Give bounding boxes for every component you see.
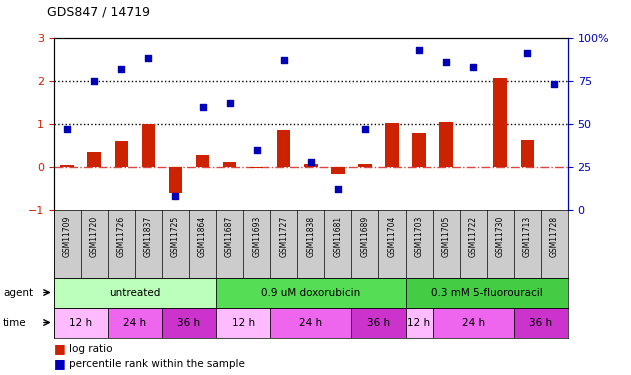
Text: GSM11730: GSM11730: [496, 215, 505, 257]
Bar: [433, 308, 514, 338]
Bar: [141, 124, 155, 167]
Text: 24 h: 24 h: [462, 318, 485, 327]
Text: untreated: untreated: [109, 288, 160, 297]
Point: [252, 147, 262, 153]
Text: GSM11704: GSM11704: [387, 215, 396, 257]
Bar: [439, 123, 453, 167]
Text: 0.3 mM 5-fluorouracil: 0.3 mM 5-fluorouracil: [431, 288, 543, 297]
Text: GSM11681: GSM11681: [333, 215, 343, 256]
Point: [550, 81, 560, 87]
Text: 24 h: 24 h: [123, 318, 146, 327]
Text: 36 h: 36 h: [529, 318, 552, 327]
Text: 24 h: 24 h: [299, 318, 322, 327]
Bar: [88, 152, 101, 167]
Text: GSM11687: GSM11687: [225, 215, 234, 256]
Text: 12 h: 12 h: [69, 318, 92, 327]
Text: 36 h: 36 h: [177, 318, 201, 327]
Text: GSM11838: GSM11838: [306, 215, 316, 256]
Bar: [331, 167, 345, 174]
Text: log ratio: log ratio: [69, 344, 113, 354]
Text: 0.9 uM doxorubicin: 0.9 uM doxorubicin: [261, 288, 360, 297]
Point: [522, 50, 533, 56]
Point: [89, 78, 99, 84]
Text: GSM11709: GSM11709: [62, 215, 72, 257]
Bar: [223, 162, 237, 167]
Text: GSM11720: GSM11720: [90, 215, 98, 256]
Point: [198, 104, 208, 110]
Point: [333, 186, 343, 192]
Bar: [115, 141, 128, 167]
Point: [441, 58, 451, 64]
Text: agent: agent: [3, 288, 33, 297]
Text: GSM11725: GSM11725: [171, 215, 180, 256]
Text: GSM11728: GSM11728: [550, 215, 559, 256]
Point: [170, 193, 180, 199]
Bar: [54, 278, 216, 308]
Text: 12 h: 12 h: [232, 318, 255, 327]
Text: time: time: [3, 318, 27, 327]
Bar: [54, 308, 108, 338]
Point: [116, 66, 126, 72]
Bar: [250, 167, 263, 168]
Bar: [521, 140, 534, 167]
Text: GSM11727: GSM11727: [279, 215, 288, 256]
Text: GDS847 / 14719: GDS847 / 14719: [47, 6, 150, 19]
Point: [62, 126, 72, 132]
Bar: [196, 155, 209, 167]
Bar: [514, 308, 568, 338]
Bar: [168, 167, 182, 193]
Text: GSM11722: GSM11722: [469, 215, 478, 256]
Text: GSM11703: GSM11703: [415, 215, 423, 257]
Bar: [493, 78, 507, 167]
Point: [360, 126, 370, 132]
Point: [468, 64, 478, 70]
Point: [414, 46, 424, 53]
Point: [305, 159, 316, 165]
Bar: [162, 308, 216, 338]
Text: 36 h: 36 h: [367, 318, 390, 327]
Point: [279, 57, 289, 63]
Bar: [108, 308, 162, 338]
Text: GSM11864: GSM11864: [198, 215, 207, 256]
Bar: [277, 130, 290, 167]
Text: percentile rank within the sample: percentile rank within the sample: [69, 359, 245, 369]
Text: ■: ■: [54, 342, 66, 355]
Bar: [412, 133, 426, 167]
Bar: [270, 308, 351, 338]
Bar: [351, 308, 406, 338]
Bar: [358, 164, 372, 167]
Text: GSM11693: GSM11693: [252, 215, 261, 257]
Bar: [385, 123, 399, 167]
Text: GSM11726: GSM11726: [117, 215, 126, 256]
Text: GSM11837: GSM11837: [144, 215, 153, 256]
Text: GSM11689: GSM11689: [360, 215, 369, 256]
Text: GSM11713: GSM11713: [523, 215, 532, 256]
Text: ■: ■: [54, 357, 66, 370]
Bar: [304, 164, 317, 167]
Bar: [61, 165, 74, 167]
Bar: [406, 308, 433, 338]
Bar: [216, 308, 270, 338]
Text: GSM11705: GSM11705: [442, 215, 451, 257]
Point: [143, 55, 153, 61]
Bar: [216, 278, 406, 308]
Text: 12 h: 12 h: [408, 318, 430, 327]
Point: [225, 100, 235, 106]
Bar: [406, 278, 568, 308]
